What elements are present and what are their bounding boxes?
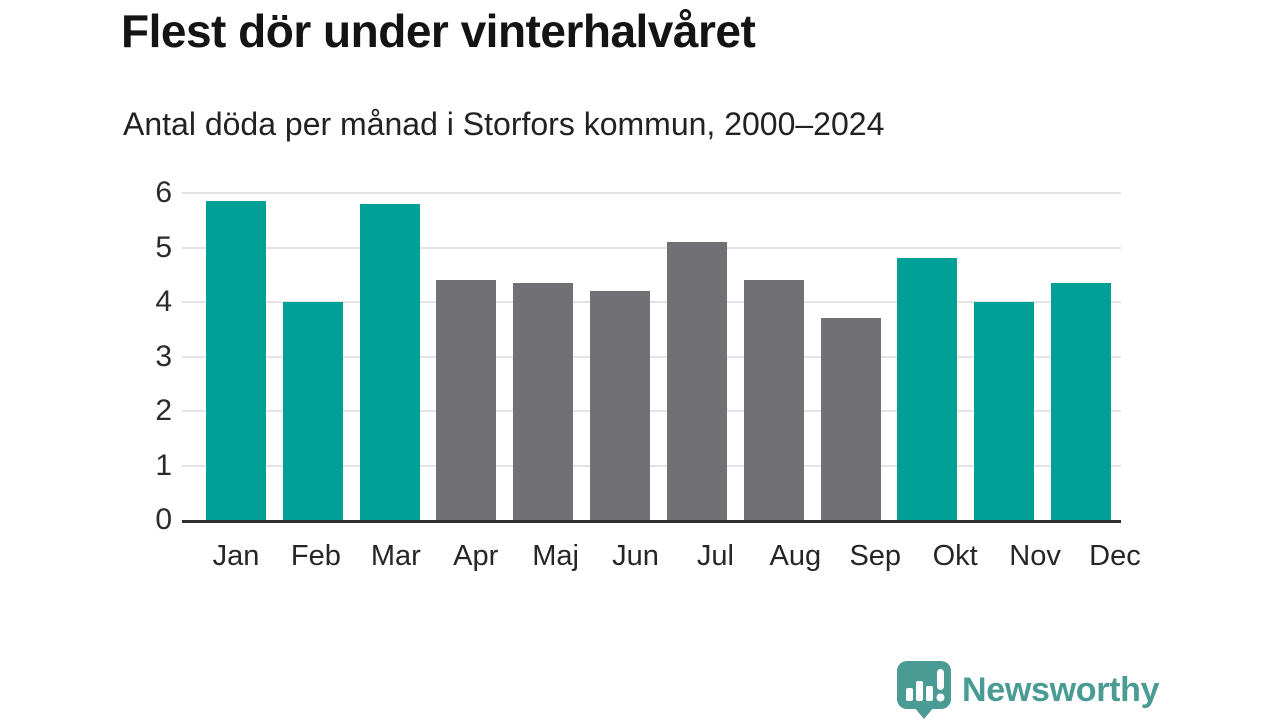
- gridline-y1: [182, 464, 1121, 467]
- y-axis-tick-label-3: 3: [155, 339, 172, 373]
- bar-apr: [436, 280, 497, 520]
- x-axis-label-maj: Maj: [532, 540, 579, 572]
- bar-aug: [743, 280, 804, 520]
- bar-jun: [590, 291, 651, 520]
- x-axis-label-dec: Dec: [1089, 540, 1141, 572]
- x-axis-label-mar: Mar: [370, 540, 421, 572]
- x-axis-label-jul: Jul: [696, 540, 734, 572]
- y-axis: 0 1 2 3 4 5 6: [120, 178, 172, 535]
- bars-container: [182, 193, 1121, 520]
- gridline-y6: [182, 192, 1121, 194]
- bar-chart-plot-area: [182, 192, 1121, 523]
- gridline-y4: [182, 301, 1121, 304]
- bar-dec: [1050, 282, 1111, 520]
- x-axis-label-nov: Nov: [1009, 540, 1061, 572]
- bar-jan: [206, 201, 266, 520]
- x-axis-label-apr: Apr: [453, 540, 499, 572]
- chart-subtitle: Antal döda per månad i Storfors kommun, …: [123, 106, 885, 142]
- bar-mar: [359, 203, 420, 520]
- newsworthy-logo: Newsworthy: [896, 660, 1160, 720]
- x-axis-label-jan: Jan: [212, 540, 260, 572]
- x-axis-label-jun: Jun: [612, 540, 659, 572]
- y-axis-tick-label-0: 0: [155, 503, 172, 536]
- x-axis-month-labels: Jan Feb Mar Apr Maj Jun Jul Aug Sep Okt Nov Dec: [182, 540, 1155, 573]
- chart-title: Flest dör under vinterhalvåret: [121, 5, 756, 57]
- y-axis-tick-label-5: 5: [155, 230, 172, 264]
- x-axis-label-sep: Sep: [849, 540, 902, 572]
- gridline-y2: [182, 410, 1121, 413]
- y-axis-tick-label-6: 6: [155, 176, 172, 209]
- gridline-y5: [182, 246, 1121, 249]
- y-axis-tick-label-4: 4: [155, 285, 172, 318]
- x-axis-label-feb: Feb: [290, 540, 341, 572]
- x-axis-label-aug: Aug: [769, 540, 822, 572]
- newsworthy-chart-bubble-icon: [897, 661, 951, 719]
- bar-feb: [282, 302, 343, 520]
- y-axis-tick-label-2: 2: [155, 394, 172, 427]
- bar-jul: [666, 242, 727, 520]
- bar-okt: [897, 258, 958, 520]
- bar-maj: [513, 282, 574, 520]
- y-axis-tick-label-1: 1: [155, 448, 172, 482]
- newsworthy-logo-text: Newsworthy: [962, 670, 1160, 709]
- bar-nov: [974, 302, 1035, 520]
- bar-sep: [820, 318, 881, 520]
- gridline-y3: [182, 355, 1121, 358]
- gridlines: [182, 192, 1121, 520]
- x-axis-label-okt: Okt: [932, 540, 978, 572]
